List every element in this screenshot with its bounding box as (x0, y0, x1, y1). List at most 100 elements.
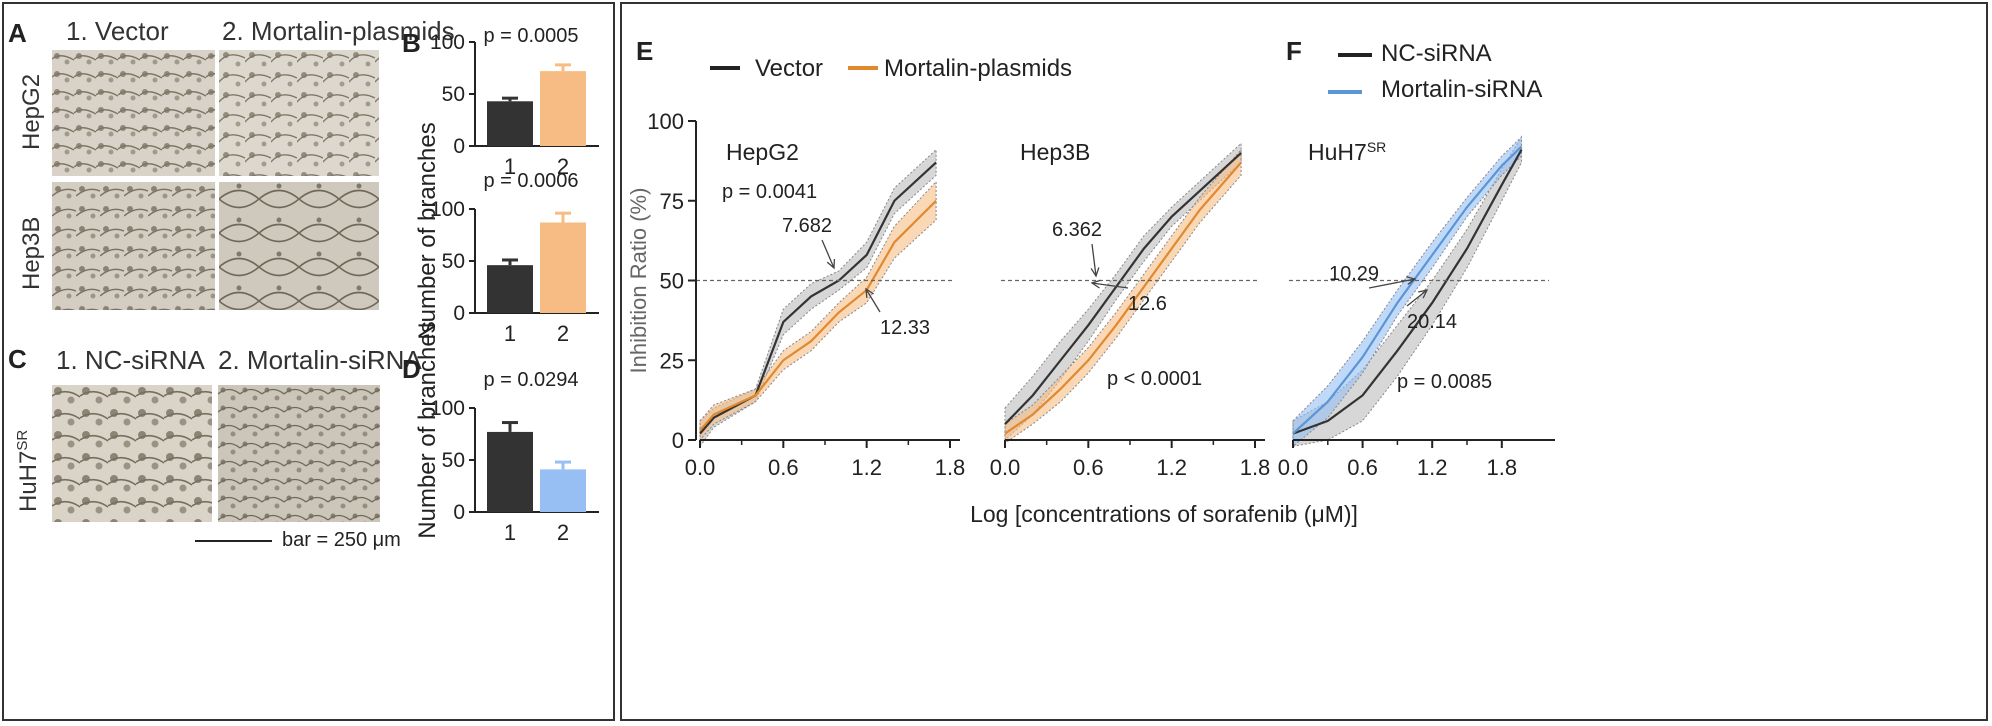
p-value-label: p = 0.0005 (483, 25, 578, 47)
micrograph-hepg2-mortalin (219, 50, 379, 176)
x-tick-label: 1.8 (1240, 455, 1271, 480)
line-chart-E-Hep3B: 0.0 0.6 1.2 1.8 Hep3B p < 0.0001 6.362 12.6 (990, 139, 1271, 480)
bar (540, 469, 586, 512)
y-axis-label: Number of branches (414, 321, 441, 538)
ic50-arrowhead (1418, 289, 1429, 299)
panel-a-col2-title: 2. Mortalin-plasmids (222, 16, 455, 46)
bar (487, 431, 533, 512)
panel-label-c: C (8, 344, 27, 374)
micrograph-huh7sr-mortalin (218, 385, 380, 522)
ic50-arrow (865, 288, 881, 313)
x-tick-label: 2 (557, 154, 569, 179)
x-tick-label: 1 (504, 520, 516, 545)
ic50-label: 7.682 (782, 215, 832, 237)
ic50-label: 10.29 (1329, 263, 1379, 285)
ic50-arrow (1091, 282, 1129, 289)
legend-e-mortalin-swatch (848, 66, 878, 70)
bar (540, 222, 586, 313)
panel-label-f: F (1286, 36, 1302, 66)
x-tick-label: 1.8 (935, 455, 966, 480)
x-tick-label: 0.0 (685, 455, 716, 480)
panel-label-d: D (402, 354, 421, 384)
ic50-arrowhead (1406, 276, 1417, 285)
micrograph-hep3b-vector (52, 182, 215, 310)
panel-label-a: A (8, 18, 27, 48)
bar (540, 71, 586, 146)
chart-title: HepG2 (726, 139, 799, 165)
ic50-arrow (1091, 243, 1097, 277)
panel-a-row1-label: HepG2 (18, 73, 45, 150)
panel-c-row1-label: HuH7SR (14, 429, 42, 512)
y-tick-label: 25 (660, 348, 684, 373)
ic50-arrow (821, 239, 835, 269)
legend-e-vector-label: Vector (755, 55, 824, 82)
y-tick-label: 50 (660, 269, 684, 294)
y-tick-label: 50 (442, 83, 465, 106)
bar-chart-D: 0 50 100 1 2 p = 0.0294 Number of branches (414, 321, 599, 545)
y-tick-label: 100 (647, 109, 684, 134)
bar (487, 265, 533, 313)
legend-f-mortalin-swatch (1328, 90, 1362, 94)
x-tick-label: 1.8 (1487, 455, 1518, 480)
x-tick-label: 1.2 (1156, 455, 1187, 480)
x-tick-label: 0.6 (1073, 455, 1104, 480)
ic50-arrowhead (1090, 279, 1101, 289)
y-tick-label: 0 (453, 135, 465, 158)
y-tick-label: 0 (453, 302, 465, 325)
legend-f-nc-swatch (1338, 53, 1372, 57)
ic50-label: 6.362 (1052, 219, 1102, 241)
left-figure-box (2, 2, 615, 721)
x-tick-label: 1.2 (851, 455, 882, 480)
p-value-label: p = 0.0006 (483, 170, 578, 192)
line-chart-F-HuH7SR: 0.0 0.6 1.2 1.8 HuH7SR p = 0.0085 10.29 20.14 (1278, 135, 1555, 480)
y-tick-label: 100 (430, 397, 465, 420)
x-tick-label: 1.2 (1417, 455, 1448, 480)
chart-title: HuH7SR (1308, 139, 1386, 165)
y-tick-label: 0 (453, 501, 465, 524)
scale-bar-label: bar = 250 μm (282, 529, 401, 551)
ic50-label: 20.14 (1407, 311, 1457, 333)
p-value-label: p < 0.0001 (1107, 368, 1202, 390)
line-charts-svg: 0.0 0.6 1.2 1.8 0 25 50 75 100 Inhibition Ratio (… (626, 109, 1555, 527)
confidence-band-2 (1004, 148, 1242, 445)
series-line-2 (1004, 161, 1242, 435)
x-tick-label: 0.6 (768, 455, 799, 480)
x-tick-label: 1 (504, 321, 516, 346)
ic50-arrowhead (1090, 267, 1100, 278)
x-tick-label: 2 (557, 321, 569, 346)
y-tick-label: 50 (442, 449, 465, 472)
right-figure-box (620, 2, 1988, 721)
legend-f-nc-label: NC-siRNA (1381, 40, 1492, 67)
ic50-arrowhead (865, 287, 874, 299)
legend-f-mortalin-label: Mortalin-siRNA (1381, 76, 1543, 103)
ic50-arrowhead (826, 258, 836, 270)
scale-bar-line (195, 540, 272, 542)
panel-a-row2-label: Hep3B (18, 216, 45, 290)
panel-label-e: E (636, 36, 654, 66)
confidence-band-1 (1004, 142, 1242, 442)
chart-title: Hep3B (1020, 139, 1090, 165)
panel-a-col1-title: 1. Vector (66, 16, 169, 46)
micrograph-hepg2-vector (52, 50, 215, 176)
series-line-1 (699, 161, 937, 435)
confidence-band-2 (699, 180, 937, 442)
ic50-arrow (1368, 278, 1416, 289)
x-tick-label: 0.6 (1347, 455, 1378, 480)
x-tick-label: 0.0 (990, 455, 1021, 480)
ic50-label: 12.6 (1128, 293, 1167, 315)
y-tick-label: 100 (430, 198, 465, 221)
p-value-label: p = 0.0041 (722, 181, 817, 203)
p-value-label: p = 0.0085 (1397, 371, 1492, 393)
p-value-label: p = 0.0294 (483, 369, 578, 391)
series-line-2 (699, 199, 937, 432)
panel-c-col2-title: 2. Mortalin-siRNA (218, 345, 422, 375)
bar-chart-B-top: 0 50 100 1 2 p = 0.0005 (430, 25, 599, 179)
x-tick-label: 0.0 (1278, 455, 1309, 480)
y-tick-label: 100 (430, 31, 465, 54)
line-chart-E-HepG2: 0.0 0.6 1.2 1.8 0 25 50 75 100 Inhibition Ratio (… (626, 109, 1358, 527)
y-tick-label: 0 (672, 428, 684, 453)
y-tick-label: 75 (660, 189, 684, 214)
x-tick-label: 2 (557, 520, 569, 545)
